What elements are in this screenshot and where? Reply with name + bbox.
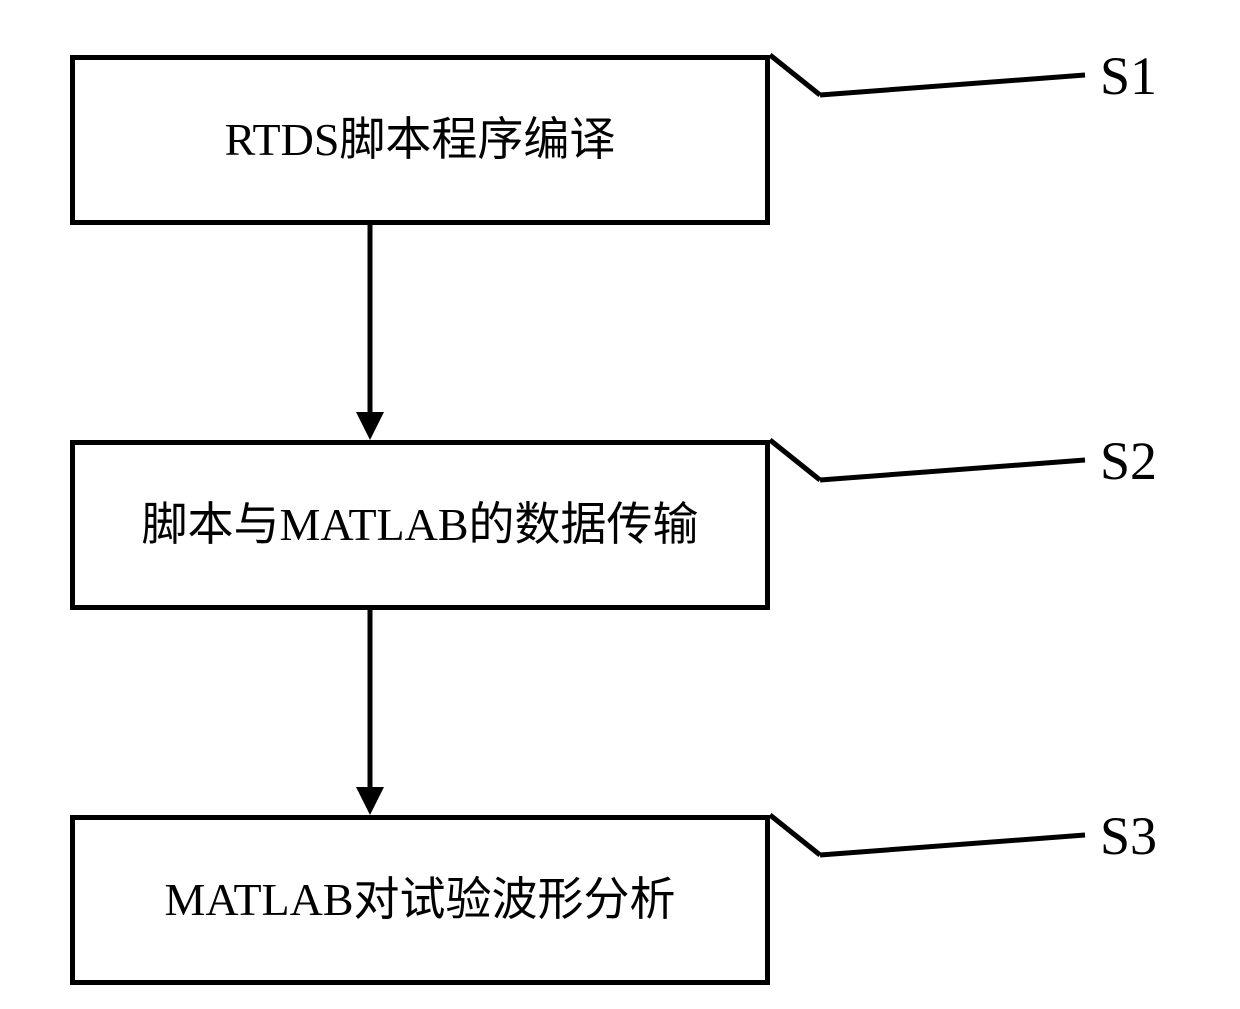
- step-label-s3: S3: [1100, 805, 1157, 867]
- step-box-s2: 脚本与MATLAB的数据传输: [70, 440, 770, 610]
- step-label-s1: S1: [1100, 45, 1157, 107]
- flowchart-canvas: RTDS脚本程序编译 脚本与MATLAB的数据传输 MATLAB对试验波形分析 …: [0, 0, 1240, 1009]
- step-label-s2: S2: [1100, 430, 1157, 492]
- step-text-s2: 脚本与MATLAB的数据传输: [141, 500, 698, 551]
- step-box-s1: RTDS脚本程序编译: [70, 55, 770, 225]
- step-text-s1: RTDS脚本程序编译: [225, 115, 616, 166]
- step-text-s3: MATLAB对试验波形分析: [164, 875, 675, 926]
- step-box-s3: MATLAB对试验波形分析: [70, 815, 770, 985]
